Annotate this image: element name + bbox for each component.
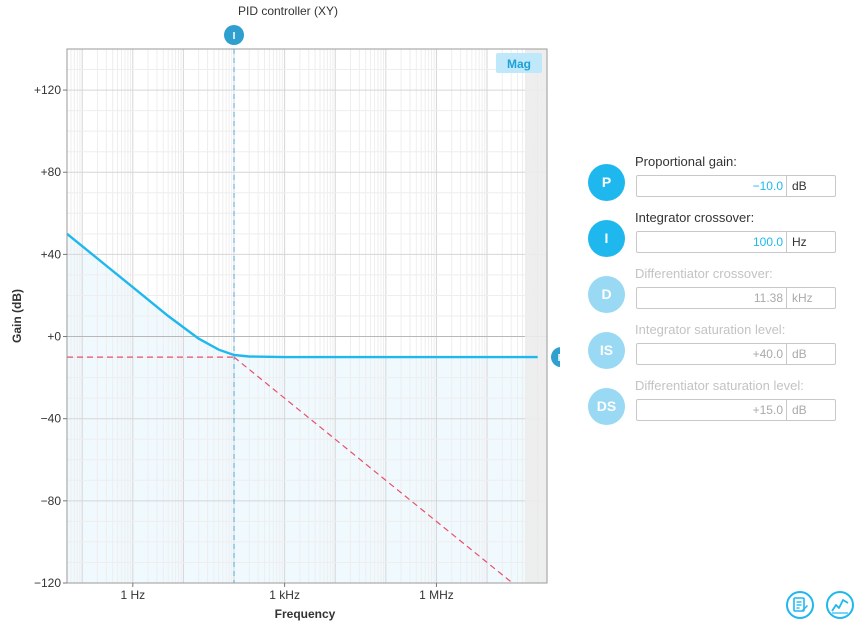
param-value: +40.0 xyxy=(752,347,783,361)
y-axis-label: Gain (dB) xyxy=(10,289,24,343)
out-of-range-band xyxy=(525,49,547,583)
y-tick-label: −40 xyxy=(41,412,62,426)
field-divider xyxy=(786,288,787,308)
y-tick-label: −80 xyxy=(41,494,62,508)
param-row-differentiator-saturation: DS Differentiator saturation level: +15.… xyxy=(588,378,848,425)
param-badge-p[interactable]: P xyxy=(588,164,625,201)
response-curve xyxy=(66,232,538,359)
param-label: Proportional gain: xyxy=(635,154,737,169)
y-tick-label: −120 xyxy=(34,576,61,590)
y-tick-label: +80 xyxy=(41,165,62,179)
x-tick-label: 1 kHz xyxy=(269,588,300,602)
integrator-crossover-input[interactable]: 100.0 Hz xyxy=(636,231,836,253)
param-label: Integrator crossover: xyxy=(635,210,755,225)
differentiator-crossover-input[interactable]: 11.38 kHz xyxy=(636,287,836,309)
report-icon xyxy=(793,597,808,612)
field-divider xyxy=(786,232,787,252)
param-label: Integrator saturation level: xyxy=(635,322,786,337)
marker-handle-i xyxy=(224,25,245,45)
y-tick-label: +0 xyxy=(47,330,61,344)
response-shade xyxy=(66,233,547,584)
x-axis-label: Frequency xyxy=(275,607,336,621)
param-badge-is[interactable]: IS xyxy=(588,332,625,369)
param-row-proportional-gain: P Proportional gain: −10.0 dB xyxy=(588,154,848,201)
y-tick-label: +120 xyxy=(34,83,61,97)
differentiator-saturation-input[interactable]: +15.0 dB xyxy=(636,399,836,421)
param-row-integrator-crossover: I Integrator crossover: 100.0 Hz xyxy=(588,210,848,257)
bode-chart: I P Mag +120 +80 +40 +0 −40 −80 −120 1 Hz 1 kHz 1 MH… xyxy=(10,4,571,621)
param-unit: kHz xyxy=(792,291,813,305)
param-value: 100.0 xyxy=(752,235,783,249)
param-badge-d[interactable]: D xyxy=(588,276,625,313)
chart-svg: I P Mag +120 +80 +40 +0 −40 −80 −120 1 Hz 1 kHz 1 MH… xyxy=(10,4,571,621)
param-row-differentiator-crossover: D Differentiator crossover: 11.38 kHz xyxy=(588,266,848,313)
chart-button[interactable] xyxy=(826,591,854,619)
chart-title: PID controller (XY) xyxy=(238,4,338,18)
param-unit: dB xyxy=(792,403,807,417)
param-row-integrator-saturation: IS Integrator saturation level: +40.0 dB xyxy=(588,322,848,369)
param-badge-ds[interactable]: DS xyxy=(588,388,625,425)
param-value: +15.0 xyxy=(752,403,783,417)
y-tick-label: +40 xyxy=(41,247,62,261)
report-button[interactable] xyxy=(786,591,814,619)
integrator-saturation-input[interactable]: +40.0 dB xyxy=(636,343,836,365)
field-divider xyxy=(786,344,787,364)
param-label: Differentiator saturation level: xyxy=(635,378,804,393)
mag-button-label: Mag xyxy=(507,57,531,71)
asymptote-line xyxy=(233,356,512,583)
x-tick-label: 1 MHz xyxy=(419,588,454,602)
plot-border xyxy=(66,48,548,584)
param-unit: dB xyxy=(792,347,807,361)
proportional-gain-input[interactable]: −10.0 dB xyxy=(636,175,836,197)
field-divider xyxy=(786,400,787,420)
param-unit: dB xyxy=(792,179,807,193)
param-badge-i[interactable]: I xyxy=(588,220,625,257)
param-label: Differentiator crossover: xyxy=(635,266,773,281)
chart-icon xyxy=(831,599,849,614)
mag-button xyxy=(496,53,542,73)
param-unit: Hz xyxy=(792,235,807,249)
marker-label-p: P xyxy=(558,353,560,364)
param-value: −10.0 xyxy=(752,179,783,193)
field-divider xyxy=(786,176,787,196)
marker-label-i: I xyxy=(233,31,236,42)
param-value: 11.38 xyxy=(753,291,783,305)
x-tick-label: 1 Hz xyxy=(120,588,145,602)
